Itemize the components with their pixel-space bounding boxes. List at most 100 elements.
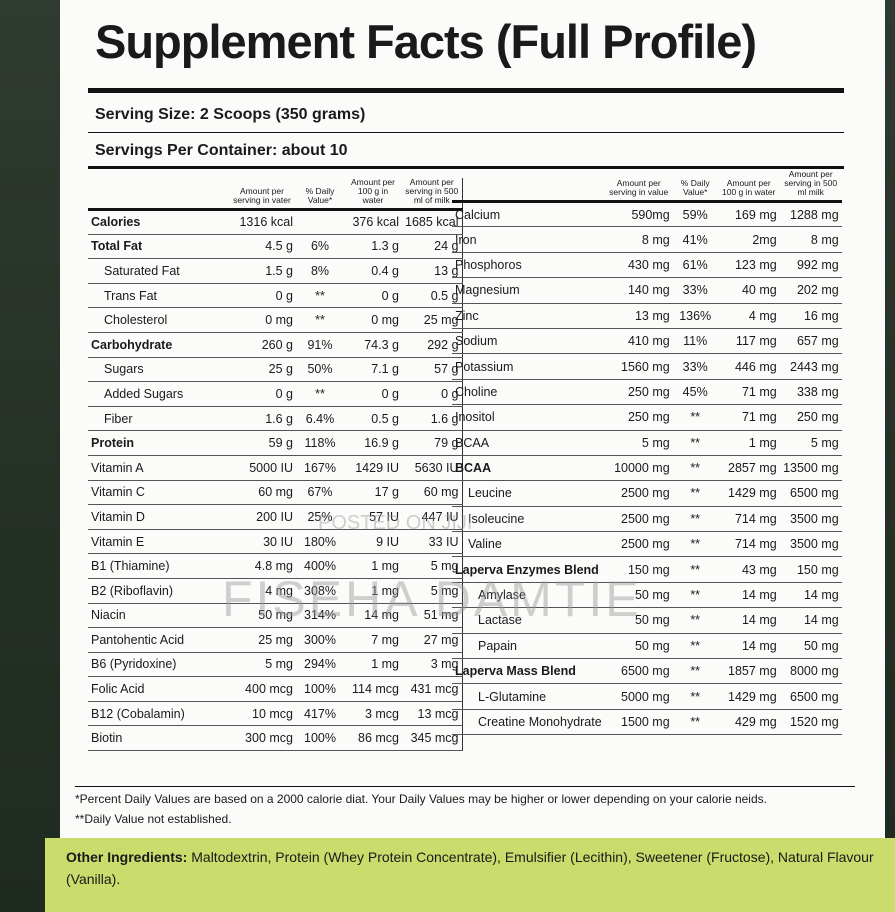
row: Saturated Fat 1.5 g 8% 0.4 g 13 g [88, 258, 463, 284]
column-header: Amount per 100 g in water [344, 178, 402, 211]
cell: 11% [672, 328, 718, 355]
row: Biotin 300 mcg 100% 86 mcg 345 mcg [88, 725, 463, 752]
cell: 13500 mg [779, 455, 842, 482]
cell: 1520 mg [779, 709, 842, 736]
cell: 0.5 g [344, 406, 402, 432]
cell: 1.5 g [228, 258, 296, 284]
cell: ** [296, 283, 344, 309]
cell: 294% [296, 652, 344, 678]
cell: 74.3 g [344, 332, 402, 358]
cell: ** [672, 709, 718, 736]
row: Sugars 25 g 50% 7.1 g 57 g [88, 357, 463, 383]
cell: 50 mg [604, 582, 673, 609]
cell: 9 IU [344, 529, 402, 555]
cell: 3 mcg [344, 701, 402, 727]
cell: 45% [672, 379, 718, 406]
left-table: Amount per serving in vater% Daily Value… [88, 178, 463, 752]
cell: 2500 mg [604, 506, 673, 533]
cell: 2443 mg [779, 353, 842, 380]
cell: 0 g [344, 381, 402, 407]
row-label: Valine [452, 531, 605, 558]
row-label: Fiber [88, 406, 228, 432]
cell: 59% [672, 201, 718, 228]
column-header: Amount per serving in value [604, 170, 673, 203]
cell: 0 g [228, 381, 296, 407]
row: B12 (Cobalamin) 10 mcg 417% 3 mcg 13 mcg [88, 701, 463, 727]
cell: 1560 mg [604, 353, 673, 380]
cell: 430 mg [604, 252, 673, 279]
row-label: Inositol [452, 404, 605, 431]
cell: 14 mg [717, 607, 780, 634]
cell: 2500 mg [604, 531, 673, 558]
column-header: % Daily Value* [672, 170, 718, 203]
cell: 150 mg [779, 556, 842, 583]
row-label: Amylase [452, 582, 605, 609]
cell: 429 mg [717, 709, 780, 736]
cell: 16.9 g [344, 430, 402, 456]
row: B6 (Pyridoxine) 5 mg 294% 1 mg 3 mg [88, 652, 463, 678]
cell: ** [672, 430, 718, 456]
row-label: Sodium [452, 328, 605, 355]
cell: 100% [296, 676, 344, 702]
row: Phosphoros 430 mg 61% 123 mg 992 mg [452, 252, 842, 279]
cell: 50 mg [604, 607, 673, 634]
row: Lactase 50 mg ** 14 mg 14 mg [452, 607, 842, 634]
cell: 40 mg [717, 277, 780, 304]
row-label: B1 (Thiamine) [88, 553, 228, 579]
row: Niacin 50 mg 314% 14 mg 51 mg [88, 603, 463, 629]
cell: 14 mg [779, 582, 842, 609]
cell: 2mg [717, 226, 780, 253]
cell: 167% [296, 455, 344, 481]
cell: 1316 kcal [228, 209, 296, 235]
row: BCAA 5 mg ** 1 mg 5 mg [452, 430, 842, 456]
cell: 150 mg [604, 556, 673, 583]
cell: 1.3 g [344, 234, 402, 260]
cell: 114 mcg [344, 676, 402, 702]
row-label: Calories [88, 209, 228, 235]
cell: 446 mg [717, 353, 780, 380]
cell: 8 mg [604, 226, 673, 253]
cell: 50% [296, 357, 344, 383]
row: L-Glutamine 5000 mg ** 1429 mg 6500 mg [452, 683, 842, 710]
cell: 260 g [228, 332, 296, 358]
column-header: % Daily Value* [296, 178, 344, 211]
row-label: Protein [88, 430, 228, 456]
row-label: Vitamin E [88, 529, 228, 555]
cell: 300% [296, 627, 344, 653]
ingredients-text: Maltodextrin, Protein (Whey Protein Conc… [66, 849, 874, 887]
row-label: Potassium [452, 353, 605, 380]
row: Laperva Mass Blend 6500 mg ** 1857 mg 8000 m… [452, 658, 842, 685]
cell: 1500 mg [604, 709, 673, 736]
row-label: Choline [452, 379, 605, 406]
row-label: Lactase [452, 607, 605, 634]
header-cell [88, 178, 228, 211]
cell: 0 mg [344, 307, 402, 333]
watermark: FISEHA DAMTIE [222, 571, 642, 627]
cell: 60 mg [228, 480, 296, 506]
row: Sodium 410 mg 11% 117 mg 657 mg [452, 328, 842, 355]
cell: 376 kcal [344, 209, 402, 235]
row-label: Saturated Fat [88, 258, 228, 284]
row-label: Vitamin C [88, 480, 228, 506]
cell: 1429 mg [717, 683, 780, 710]
row-label: L-Glutamine [452, 683, 605, 710]
cell: ** [672, 531, 718, 558]
cell: ** [296, 307, 344, 333]
cell: 2500 mg [604, 480, 673, 507]
cell: 169 mg [717, 201, 780, 228]
row-label: BCAA [452, 455, 605, 482]
cell: 200 IU [228, 504, 296, 530]
cell: 5 mg [604, 430, 673, 456]
cell: 0 mg [228, 307, 296, 333]
servings-per-container: Servings Per Container: about 10 [95, 142, 348, 159]
cell: 4 mg [717, 303, 780, 329]
row-label: Cholesterol [88, 307, 228, 333]
ingredients: Other Ingredients: Maltodextrin, Protein… [66, 846, 876, 890]
row-label: B12 (Cobalamin) [88, 701, 228, 727]
row: Valine 2500 mg ** 714 mg 3500 mg [452, 531, 842, 558]
cell: 117 mg [717, 328, 780, 355]
cell: 400 mcg [228, 676, 296, 702]
cell: 17 g [344, 480, 402, 506]
cell: ** [672, 556, 718, 583]
row: Creatine Monohydrate 1500 mg ** 429 mg 1520 … [452, 709, 842, 736]
